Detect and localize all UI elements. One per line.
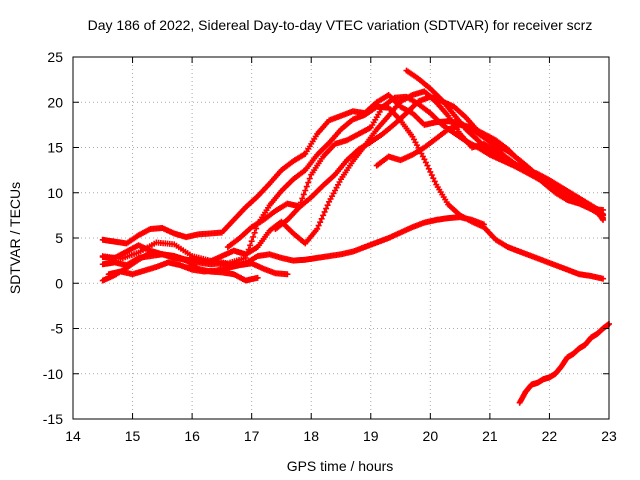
data-point	[306, 175, 313, 182]
y-tick-label: 25	[47, 49, 63, 65]
y-tick-label: 5	[55, 230, 63, 246]
data-point	[323, 205, 330, 212]
series-arc-10	[403, 67, 607, 218]
x-tick-label: 15	[125, 428, 141, 444]
y-tick-label: 15	[47, 140, 63, 156]
data-point	[314, 225, 321, 232]
data-point	[248, 238, 255, 245]
y-tick-label: -15	[43, 411, 63, 427]
data-point	[324, 202, 331, 209]
data-point	[299, 195, 306, 202]
data-point	[427, 168, 434, 175]
data-point	[430, 175, 437, 182]
y-axis-label: SDTVAR / TECUs	[7, 182, 23, 294]
data-point	[431, 178, 438, 185]
data-point	[318, 215, 325, 222]
y-tick-label: 10	[47, 185, 63, 201]
axis-ticks: 14 15 16 17 18 19 20 21 22 23 -15 -10 -5 0 5 10 15 20 25	[43, 49, 617, 444]
data-point	[320, 212, 327, 219]
data-point	[305, 179, 312, 186]
data-series	[99, 67, 612, 406]
data-point	[315, 222, 322, 229]
data-point	[321, 208, 328, 215]
x-tick-label: 23	[601, 428, 617, 444]
y-tick-label: -10	[43, 366, 63, 382]
x-tick-label: 14	[65, 428, 81, 444]
x-tick-label: 17	[244, 428, 260, 444]
x-tick-label: 18	[303, 428, 319, 444]
series-arc-1	[99, 92, 607, 247]
x-tick-label: 22	[542, 428, 558, 444]
data-point	[600, 211, 607, 218]
data-point	[250, 233, 257, 240]
data-point	[302, 187, 309, 194]
y-tick-label: -5	[51, 321, 64, 337]
series-arc-6	[99, 249, 261, 284]
data-point	[284, 271, 291, 278]
chart-title: Day 186 of 2022, Sidereal Day-to-day VTE…	[88, 17, 593, 33]
data-point	[425, 165, 432, 172]
data-point	[251, 229, 258, 236]
x-tick-label: 21	[482, 428, 498, 444]
grid-lines	[73, 57, 609, 419]
series-arc-11	[516, 320, 612, 406]
data-point	[422, 159, 429, 166]
data-point	[421, 156, 428, 163]
x-tick-label: 19	[363, 428, 379, 444]
data-point	[254, 274, 261, 281]
data-point	[428, 172, 435, 179]
data-point	[480, 221, 487, 228]
x-axis-label: GPS time / hours	[287, 458, 394, 474]
data-point	[317, 219, 324, 226]
data-point	[300, 191, 307, 198]
data-point	[600, 275, 607, 282]
y-tick-label: 20	[47, 94, 63, 110]
data-point	[247, 242, 254, 249]
x-tick-label: 16	[184, 428, 200, 444]
data-point	[424, 162, 431, 169]
x-tick-label: 20	[423, 428, 439, 444]
data-point	[303, 183, 310, 190]
y-tick-label: 0	[55, 275, 63, 291]
